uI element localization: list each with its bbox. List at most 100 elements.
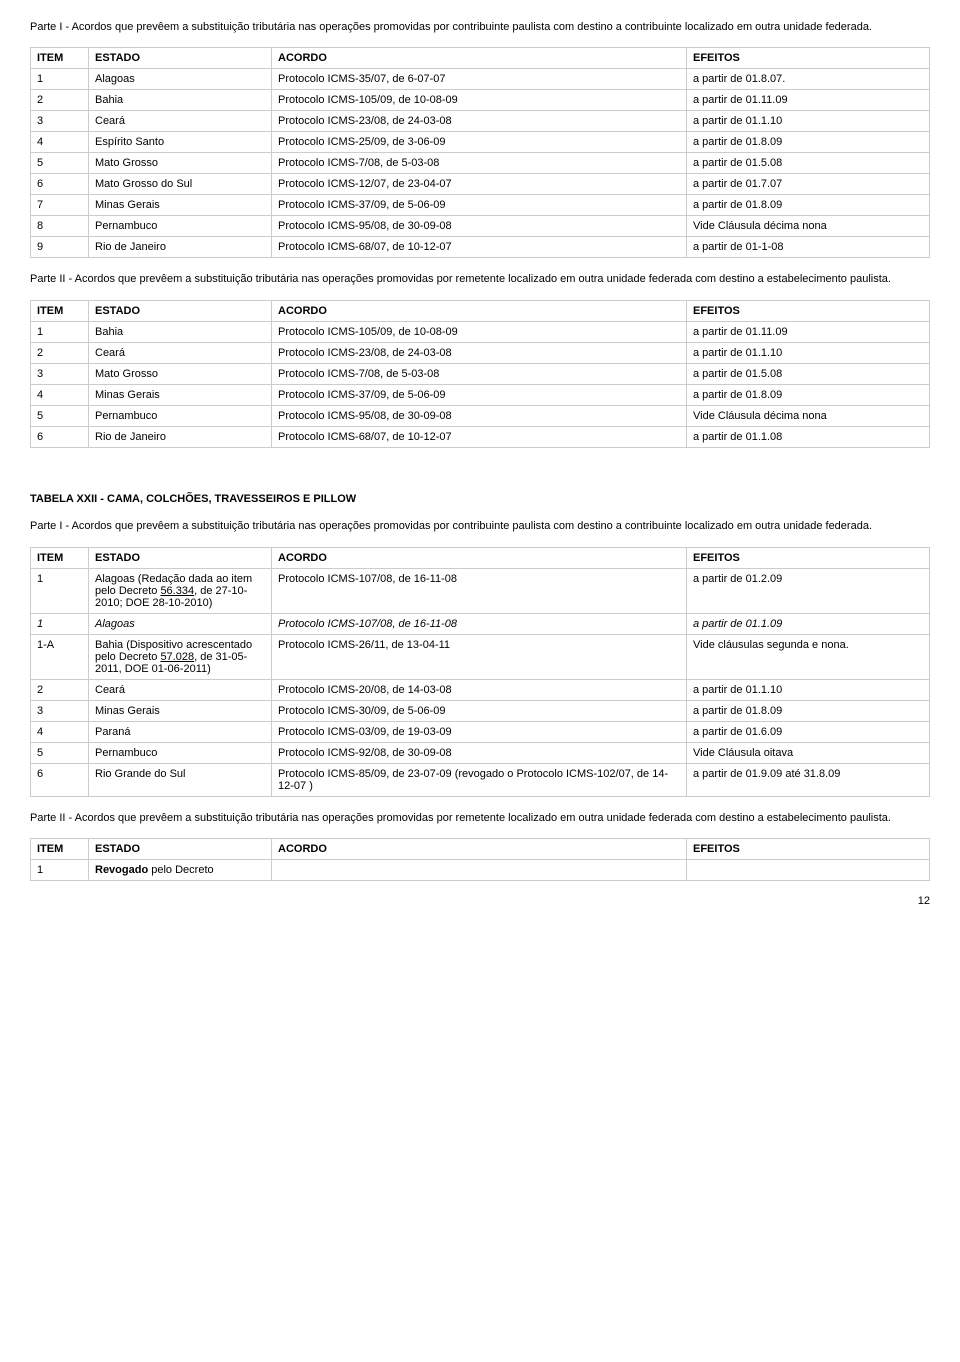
table-parte2b: ITEM ESTADO ACORDO EFEITOS 1 Revogado pe… (30, 838, 930, 881)
table-row: 2BahiaProtocolo ICMS-105/09, de 10-08-09… (31, 90, 930, 111)
cell-item: 5 (31, 742, 89, 763)
cell-acordo: Protocolo ICMS-105/09, de 10-08-09 (272, 90, 687, 111)
parte2b-intro: Parte II - Acordos que prevêem a substit… (30, 811, 930, 826)
cell-acordo: Protocolo ICMS-107/08, de 16-11-08 (272, 613, 687, 634)
estado-text-post: pelo Decreto (148, 864, 213, 876)
cell-acordo: Protocolo ICMS-20/08, de 14-03-08 (272, 679, 687, 700)
cell-estado: Pernambuco (89, 216, 272, 237)
table-header-row: ITEM ESTADO ACORDO EFEITOS (31, 838, 930, 859)
revogado-label: Revogado (95, 864, 148, 876)
cell-estado: Rio Grande do Sul (89, 763, 272, 796)
cell-acordo: Protocolo ICMS-68/07, de 10-12-07 (272, 237, 687, 258)
cell-estado: Mato Grosso (89, 363, 272, 384)
cell-item: 4 (31, 384, 89, 405)
cell-acordo: Protocolo ICMS-23/08, de 24-03-08 (272, 111, 687, 132)
cell-efeitos: a partir de 01.1.10 (687, 111, 930, 132)
cell-estado: Pernambuco (89, 405, 272, 426)
th-item: ITEM (31, 48, 89, 69)
cell-efeitos: a partir de 01.1.10 (687, 342, 930, 363)
table-row: 1 Revogado pelo Decreto (31, 859, 930, 880)
cell-acordo: Protocolo ICMS-26/11, de 13-04-11 (272, 634, 687, 679)
cell-efeitos: a partir de 01.11.09 (687, 321, 930, 342)
cell-estado: Minas Gerais (89, 384, 272, 405)
th-acordo: ACORDO (272, 547, 687, 568)
cell-estado: Ceará (89, 679, 272, 700)
decreto-link[interactable]: 57.028 (160, 651, 194, 663)
cell-item: 7 (31, 195, 89, 216)
th-estado: ESTADO (89, 300, 272, 321)
th-acordo: ACORDO (272, 838, 687, 859)
table-row: 2CearáProtocolo ICMS-20/08, de 14-03-08a… (31, 679, 930, 700)
cell-efeitos: a partir de 01.1.10 (687, 679, 930, 700)
cell-acordo: Protocolo ICMS-85/09, de 23-07-09 (revog… (272, 763, 687, 796)
cell-acordo: Protocolo ICMS-7/08, de 5-03-08 (272, 153, 687, 174)
table-row: 2CearáProtocolo ICMS-23/08, de 24-03-08a… (31, 342, 930, 363)
cell-acordo: Protocolo ICMS-03/09, de 19-03-09 (272, 721, 687, 742)
cell-efeitos: a partir de 01.8.09 (687, 132, 930, 153)
cell-item: 1-A (31, 634, 89, 679)
cell-efeitos: a partir de 01.5.08 (687, 153, 930, 174)
table-parte1b: ITEM ESTADO ACORDO EFEITOS 1 Alagoas (Re… (30, 547, 930, 797)
table-row: 1AlagoasProtocolo ICMS-35/07, de 6-07-07… (31, 69, 930, 90)
cell-acordo: Protocolo ICMS-37/09, de 5-06-09 (272, 384, 687, 405)
cell-efeitos: a partir de 01-1-08 (687, 237, 930, 258)
table-row: 5PernambucoProtocolo ICMS-95/08, de 30-0… (31, 405, 930, 426)
cell-item: 2 (31, 679, 89, 700)
cell-efeitos: Vide Cláusula décima nona (687, 405, 930, 426)
th-item: ITEM (31, 547, 89, 568)
cell-estado: Ceará (89, 111, 272, 132)
cell-item: 6 (31, 763, 89, 796)
th-estado: ESTADO (89, 48, 272, 69)
th-efeitos: EFEITOS (687, 300, 930, 321)
cell-acordo: Protocolo ICMS-25/09, de 3-06-09 (272, 132, 687, 153)
th-efeitos: EFEITOS (687, 547, 930, 568)
cell-item: 3 (31, 111, 89, 132)
decreto-link[interactable]: 56.334 (160, 585, 194, 597)
cell-item: 2 (31, 90, 89, 111)
table-header-row: ITEM ESTADO ACORDO EFEITOS (31, 300, 930, 321)
cell-item: 1 (31, 321, 89, 342)
th-efeitos: EFEITOS (687, 838, 930, 859)
th-estado: ESTADO (89, 547, 272, 568)
cell-estado: Rio de Janeiro (89, 237, 272, 258)
th-item: ITEM (31, 838, 89, 859)
cell-item: 8 (31, 216, 89, 237)
cell-acordo: Protocolo ICMS-37/09, de 5-06-09 (272, 195, 687, 216)
cell-item: 5 (31, 405, 89, 426)
table-row: 1BahiaProtocolo ICMS-105/09, de 10-08-09… (31, 321, 930, 342)
cell-efeitos: a partir de 01.7.07 (687, 174, 930, 195)
cell-item: 5 (31, 153, 89, 174)
table-parte1: ITEM ESTADO ACORDO EFEITOS 1AlagoasProto… (30, 47, 930, 258)
cell-item: 3 (31, 363, 89, 384)
cell-efeitos: Vide Cláusula oitava (687, 742, 930, 763)
cell-acordo: Protocolo ICMS-95/08, de 30-09-08 (272, 405, 687, 426)
cell-efeitos: Vide Cláusula décima nona (687, 216, 930, 237)
cell-estado: Mato Grosso (89, 153, 272, 174)
table-row: 4Espírito SantoProtocolo ICMS-25/09, de … (31, 132, 930, 153)
cell-efeitos: a partir de 01.11.09 (687, 90, 930, 111)
table-parte2: ITEM ESTADO ACORDO EFEITOS 1BahiaProtoco… (30, 300, 930, 448)
cell-acordo: Protocolo ICMS-23/08, de 24-03-08 (272, 342, 687, 363)
cell-efeitos: a partir de 01.8.07. (687, 69, 930, 90)
table-row: 6Mato Grosso do SulProtocolo ICMS-12/07,… (31, 174, 930, 195)
cell-item: 1 (31, 859, 89, 880)
cell-acordo (272, 859, 687, 880)
cell-estado: Minas Gerais (89, 700, 272, 721)
cell-estado: Bahia (89, 90, 272, 111)
cell-estado: Bahia (89, 321, 272, 342)
cell-efeitos: a partir de 01.1.08 (687, 426, 930, 447)
cell-acordo: Protocolo ICMS-107/08, de 16-11-08 (272, 568, 687, 613)
cell-estado: Pernambuco (89, 742, 272, 763)
cell-estado: Minas Gerais (89, 195, 272, 216)
cell-estado: Mato Grosso do Sul (89, 174, 272, 195)
table-row: 4Minas GeraisProtocolo ICMS-37/09, de 5-… (31, 384, 930, 405)
table-row: 6Rio de JaneiroProtocolo ICMS-68/07, de … (31, 426, 930, 447)
table-row: 8PernambucoProtocolo ICMS-95/08, de 30-0… (31, 216, 930, 237)
table-row: 3CearáProtocolo ICMS-23/08, de 24-03-08a… (31, 111, 930, 132)
cell-estado: Alagoas (89, 69, 272, 90)
cell-item: 3 (31, 700, 89, 721)
cell-item: 6 (31, 174, 89, 195)
cell-estado: Revogado pelo Decreto (89, 859, 272, 880)
th-estado: ESTADO (89, 838, 272, 859)
cell-estado: Alagoas (89, 613, 272, 634)
